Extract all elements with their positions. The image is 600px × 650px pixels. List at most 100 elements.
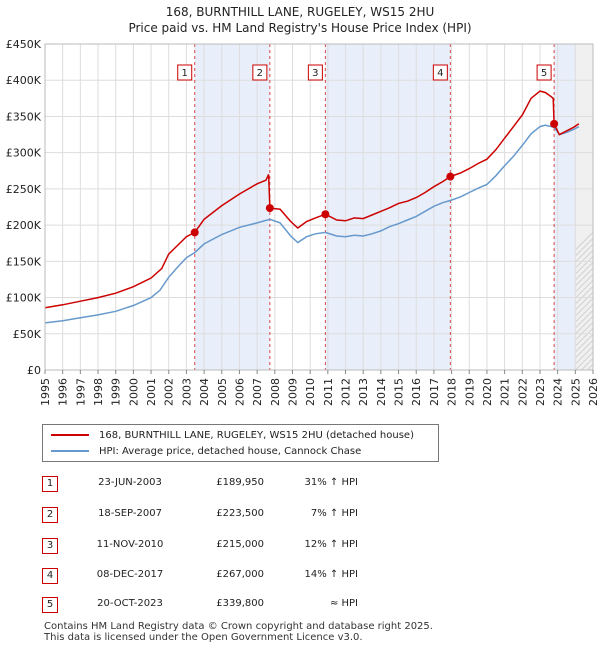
chart-title: 168, BURNTHILL LANE, RUGELEY, WS15 2HU xyxy=(165,5,435,19)
sale-price: £223,500 xyxy=(216,508,264,519)
x-tick-label: 2001 xyxy=(145,378,158,406)
legend-item-property: 168, BURNTHILL LANE, RUGELEY, WS15 2HU (… xyxy=(51,428,414,442)
sale-number-box xyxy=(536,64,552,81)
sale-point xyxy=(446,172,455,181)
y-tick-label: £350K xyxy=(6,110,42,123)
sale-hpi-diff: 14% ↑ HPI xyxy=(304,569,358,580)
x-tick-label: 2019 xyxy=(463,378,476,406)
x-tick-label: 2023 xyxy=(534,378,547,406)
sale-date: 11-NOV-2010 xyxy=(96,539,164,550)
x-tick-label: 1999 xyxy=(110,378,123,406)
shaded-period xyxy=(325,44,451,370)
x-tick-label: 2024 xyxy=(552,378,565,406)
y-tick-label: £0 xyxy=(27,364,41,377)
x-tick-label: 2003 xyxy=(180,378,193,406)
legend-label-hpi: HPI: Average price, detached house, Cann… xyxy=(99,445,362,457)
price-chart: 1 2 3 4 5 £0 £50K £100K £150K £200K £250K £300K £35… xyxy=(6,38,600,406)
sale-hpi-diff: 12% ↑ HPI xyxy=(304,539,358,550)
x-tick-label: 2017 xyxy=(428,378,441,406)
x-tick-label: 2002 xyxy=(163,378,176,406)
x-tick-label: 2008 xyxy=(269,378,282,406)
x-tick-label: 2005 xyxy=(216,378,229,406)
y-tick-label: £300K xyxy=(6,147,42,160)
table-row: 5 20-OCT-2023 £339,800 ≈ HPI xyxy=(42,597,562,613)
sale-price: £189,950 xyxy=(216,477,264,488)
x-tick-label: 2025 xyxy=(569,378,582,406)
sale-number-label: 1 xyxy=(182,68,188,79)
x-tick-label: 2018 xyxy=(446,378,459,406)
table-row: 4 08-DEC-2017 £267,000 14% ↑ HPI xyxy=(42,568,562,584)
sale-number-label: 2 xyxy=(257,68,263,79)
sale-point xyxy=(190,228,199,237)
x-tick-label: 2009 xyxy=(286,378,299,406)
sale-number-box xyxy=(432,64,448,81)
x-tick-label: 2013 xyxy=(357,378,370,406)
sale-number-label: 3 xyxy=(312,68,318,79)
x-tick-label: 2007 xyxy=(251,378,264,406)
sale-date: 08-DEC-2017 xyxy=(96,569,164,580)
sale-point xyxy=(550,119,559,128)
sale-number-badge: 1 xyxy=(42,476,58,492)
table-row: 3 11-NOV-2010 £215,000 12% ↑ HPI xyxy=(42,538,562,554)
x-tick-label: 2010 xyxy=(304,378,317,406)
sale-price: £267,000 xyxy=(216,569,264,580)
table-row: 1 23-JUN-2003 £189,950 31% ↑ HPI xyxy=(42,476,562,492)
y-tick-label: £100K xyxy=(6,292,42,305)
x-tick-label: 1995 xyxy=(39,378,52,406)
x-tick-label: 2006 xyxy=(233,378,246,406)
shaded-period xyxy=(554,44,576,370)
sale-number-box xyxy=(177,64,193,81)
sale-date: 18-SEP-2007 xyxy=(98,508,162,519)
sale-number-badge: 3 xyxy=(42,538,58,554)
y-tick-label: £200K xyxy=(6,219,42,232)
x-tick-label: 1998 xyxy=(92,378,105,406)
legend-label-property: 168, BURNTHILL LANE, RUGELEY, WS15 2HU (… xyxy=(99,429,414,441)
table-row: 2 18-SEP-2007 £223,500 7% ↑ HPI xyxy=(42,507,562,523)
sale-number-badge: 5 xyxy=(42,597,58,613)
sale-date: 23-JUN-2003 xyxy=(98,477,162,488)
sale-date: 20-OCT-2023 xyxy=(97,598,163,609)
future-hatch-line xyxy=(575,303,593,323)
x-tick-label: 2004 xyxy=(198,378,211,406)
sale-price: £339,800 xyxy=(216,598,264,609)
sale-number-badge: 4 xyxy=(42,568,58,584)
legend-item-hpi: HPI: Average price, detached house, Cann… xyxy=(51,444,361,458)
future-hatch-line xyxy=(575,309,593,329)
sale-hpi-diff: 7% ↑ HPI xyxy=(310,508,358,519)
sale-point xyxy=(321,210,330,219)
y-tick-label: £250K xyxy=(6,183,42,196)
x-tick-label: 1996 xyxy=(57,378,70,406)
y-tick-label: £450K xyxy=(6,38,42,51)
sale-point xyxy=(265,204,274,213)
y-tick-label: £50K xyxy=(13,328,42,341)
sale-number-box xyxy=(252,64,268,81)
chart-subtitle: Price paid vs. HM Land Registry's House … xyxy=(128,21,472,35)
legend: 168, BURNTHILL LANE, RUGELEY, WS15 2HU (… xyxy=(42,424,439,462)
hpi-line xyxy=(44,124,580,324)
legend-swatch-blue xyxy=(51,450,89,452)
future-hatch-line xyxy=(592,369,593,370)
y-tick-label: £400K xyxy=(6,74,42,87)
future-region xyxy=(575,44,593,370)
footer-license: This data is licensed under the Open Gov… xyxy=(44,632,363,643)
y-tick-label: £150K xyxy=(6,255,42,268)
plot-frame xyxy=(44,43,594,371)
sale-number-box xyxy=(307,64,323,81)
footer-copyright: Contains HM Land Registry data © Crown c… xyxy=(44,621,433,632)
sale-hpi-diff: ≈ HPI xyxy=(329,598,358,609)
x-tick-label: 2020 xyxy=(481,378,494,406)
sale-number-label: 5 xyxy=(541,68,547,79)
x-tick-label: 1997 xyxy=(74,378,87,406)
x-tick-label: 2022 xyxy=(516,378,529,406)
x-tick-label: 2012 xyxy=(340,378,353,406)
x-tick-label: 2016 xyxy=(410,378,423,406)
shaded-period xyxy=(194,44,270,370)
x-tick-label: 2021 xyxy=(499,378,512,406)
sale-hpi-diff: 31% ↑ HPI xyxy=(304,477,358,488)
property-price-line xyxy=(44,90,580,309)
x-tick-label: 2000 xyxy=(127,378,140,406)
x-tick-label: 2015 xyxy=(393,378,406,406)
footer: Contains HM Land Registry data © Crown c… xyxy=(44,621,433,643)
legend-swatch-red xyxy=(51,434,89,436)
x-tick-label: 2011 xyxy=(322,378,335,406)
